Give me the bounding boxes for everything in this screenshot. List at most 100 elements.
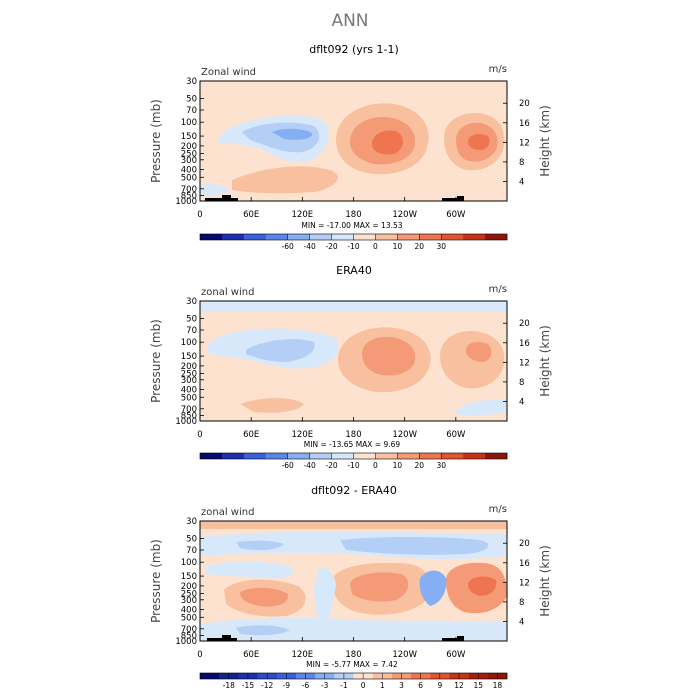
panel-3-ytick-right-label: 8 — [519, 598, 524, 608]
panel-2-field — [200, 301, 507, 421]
panel-2-colorbar-label: -20 — [325, 461, 337, 470]
panel-1-colorbar-swatch — [441, 234, 464, 240]
panel-1-colorbar-swatch — [463, 234, 486, 240]
panel-1-xtick-label: 120E — [292, 210, 314, 220]
panel-1-stats: MIN = -17.00 MAX = 13.53 — [301, 221, 402, 230]
panel-3-orography-b — [222, 635, 231, 641]
panel-1-orography-b — [222, 195, 231, 201]
panel-3-ytick-right-label: 12 — [519, 578, 530, 588]
panel-2-contour-low-pos — [240, 398, 304, 413]
panel-2-ytick-label: 400 — [181, 386, 197, 396]
panel-1-xtick-label: 180 — [345, 210, 361, 220]
panel-1-ytick-label: 30 — [186, 77, 197, 87]
panel-3-corner-left: zonal wind — [201, 507, 254, 518]
panel-2-ytick-label: 700 — [181, 405, 197, 415]
panel-3-colorbar-label: 1 — [380, 681, 385, 690]
panel-1-colorbar-swatch — [375, 234, 398, 240]
panel-1-colorbar-label: 0 — [373, 242, 378, 251]
panel-1-colorbar-swatch — [287, 234, 310, 240]
panel-2-ytick-label: 30 — [186, 297, 197, 307]
panel-3-ytick-right-label: 16 — [519, 559, 530, 569]
panel-3-colorbar-label: -18 — [223, 681, 235, 690]
panel-1-contour-pos-a3 — [372, 130, 403, 155]
panel-1-xtick-label: 0 — [197, 210, 202, 220]
panel-1-ytick-label: 500 — [181, 173, 197, 183]
panel-2-ylabel-right: Height (km) — [538, 325, 552, 396]
panel-1-ytick-label: 150 — [181, 132, 197, 142]
panel-3-colorbar-swatch — [200, 673, 220, 679]
panel-3-title: dflt092 - ERA40 — [311, 484, 397, 497]
panel-3-ytick-label: 30 — [186, 517, 197, 527]
panel-2-colorbar-label: 0 — [373, 461, 378, 470]
panel-1-colorbar-label: 30 — [436, 242, 446, 251]
panel-2-ytick-label: 1000 — [175, 417, 197, 427]
panel-1-colorbar-swatch — [221, 234, 245, 240]
panel-3-colorbar-label: 6 — [418, 681, 423, 690]
panel-3-pos-b2 — [468, 576, 497, 596]
panel-2-ytick-label: 250 — [181, 370, 197, 380]
panel-2-ylabel: Pressure (mb) — [149, 319, 163, 403]
panel-3-ytick-label: 250 — [181, 590, 197, 600]
panel-1-contour-pos-b3 — [468, 134, 490, 150]
panel-3-ytick-label: 150 — [181, 572, 197, 582]
panel-2-xtick-label: 60W — [446, 430, 466, 440]
panel-1-orography-d — [457, 196, 464, 201]
panel-2-contour-neg-inner — [246, 339, 315, 362]
panel-1-ytick-label: 850 — [181, 191, 197, 201]
panel-1-colorbar-label: -40 — [304, 242, 316, 251]
panel-3-colorbar-label: -6 — [302, 681, 310, 690]
panel-2-colorbar-swatch — [485, 453, 508, 459]
panel-1-ylabel-right: Height (km) — [538, 105, 552, 176]
panel-1-colorbar-swatch — [331, 234, 354, 240]
panel-3-orography-d — [457, 636, 464, 641]
panel-3-colorbar-frame — [199, 672, 508, 680]
panel-3-mid-neg — [206, 561, 294, 579]
panel-1-corner-left: Zonal wind — [201, 67, 256, 78]
panel-3-colorbar-label: 3 — [399, 681, 404, 690]
panel-2-colorbar-swatch — [397, 453, 420, 459]
panel-3-top-band — [200, 521, 507, 529]
panel-3-ytick-label: 50 — [186, 534, 197, 544]
panel-2-colorbar-swatch — [353, 453, 376, 459]
panel-3-yticks-right: 20 16 12 8 4 — [503, 539, 530, 627]
panel-3-pos-a2 — [350, 572, 409, 602]
panel-1-ytick-label: 300 — [181, 156, 197, 166]
panel-2-corner-left: zonal wind — [201, 287, 254, 298]
panel-3-ytick-label: 500 — [181, 613, 197, 623]
panel-1-ytick-right-label: 4 — [519, 177, 524, 187]
panel-2-colorbar: -60 -40 -20 -10 0 10 20 30 — [199, 452, 508, 470]
panel-1-colorbar-swatch — [309, 234, 332, 240]
panel-3: dflt092 - ERA40 zonal wind m/s 3 — [149, 484, 552, 690]
panel-2-xtick-label: 120W — [392, 430, 417, 440]
panel-1: dflt092 (yrs 1-1) Zonal wind m/s 30 50 70 1… — [149, 43, 552, 251]
panel-3-colorbar-label: -3 — [321, 681, 329, 690]
panel-1-colorbar-label: -20 — [325, 242, 337, 251]
panel-3-ytick-right-label: 4 — [519, 617, 524, 627]
panel-2-colorbar-swatch — [265, 453, 289, 459]
panel-2-ytick-right-label: 8 — [519, 378, 524, 388]
panel-3-ylabel-right: Height (km) — [538, 545, 552, 616]
panel-2-colorbar-swatch — [221, 453, 245, 459]
panel-2-colorbar-swatch — [287, 453, 310, 459]
panel-2-colorbar-label: -60 — [282, 461, 294, 470]
panel-1-colorbar-label: -10 — [347, 242, 359, 251]
panel-1-colorbar-swatch — [243, 234, 267, 240]
panel-3-pos-c2 — [240, 587, 289, 607]
panel-2-colorbar-label: 30 — [436, 461, 446, 470]
panel-2-contour-pos-a2 — [362, 336, 416, 376]
panel-3-ytick-label: 850 — [181, 631, 197, 641]
panel-3-colorbar-label: 18 — [493, 681, 503, 690]
panel-2-colorbar-swatch — [463, 453, 486, 459]
panel-3-ytick-label: 70 — [186, 546, 197, 556]
panel-2-contour-low-neg — [456, 399, 507, 416]
figure-title: ANN — [331, 11, 368, 31]
panel-3-field — [200, 521, 507, 641]
panel-1-xtick-label: 60W — [446, 210, 466, 220]
panel-1-xtick-label: 60E — [243, 210, 259, 220]
panel-2-top-band — [200, 301, 507, 311]
panel-3-xticks: 0 60E 120E 180 120W 60W — [197, 637, 466, 660]
panel-3-low-neg — [200, 617, 507, 641]
panel-2-contour-pos-b2 — [466, 342, 492, 362]
